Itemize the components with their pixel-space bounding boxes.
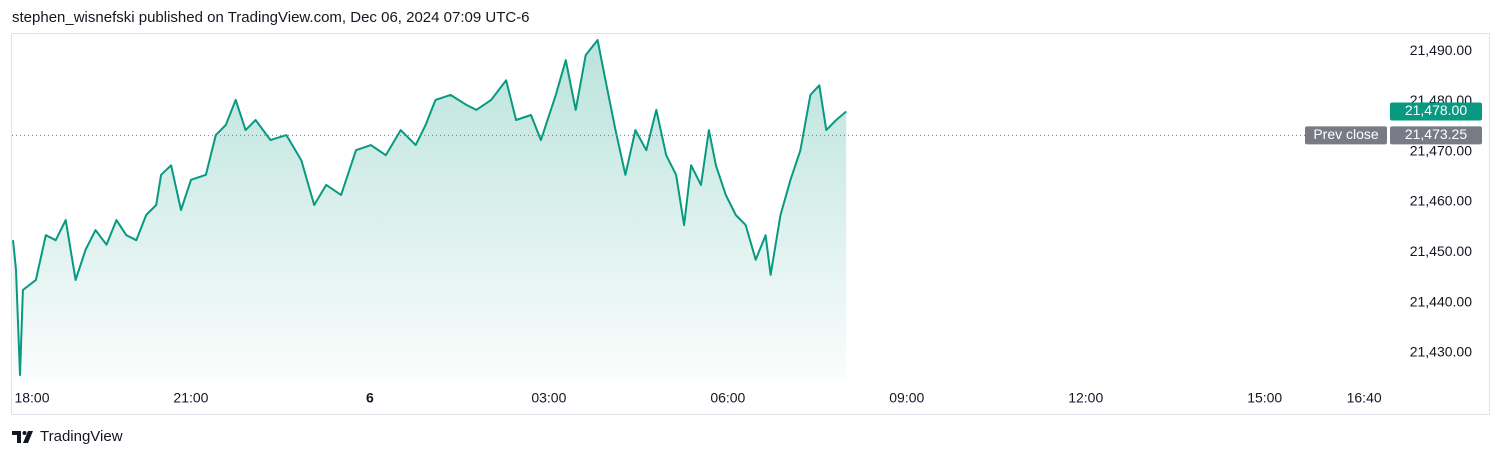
x-tick-label: 16:40 <box>1347 390 1382 406</box>
prev-close-label: 21,473.25 <box>1405 126 1467 142</box>
area-fill <box>13 40 847 380</box>
brand-logo <box>12 431 33 443</box>
x-tick-label: 12:00 <box>1068 390 1103 406</box>
x-tick-label: 6 <box>366 390 374 406</box>
x-tick-label: 18:00 <box>14 390 49 406</box>
last-price-box <box>1390 102 1482 121</box>
y-tick-label: 21,430.00 <box>1410 344 1472 360</box>
brand-name: TradingView <box>40 428 123 445</box>
prev-close-name: Prev close <box>1313 126 1379 142</box>
x-tick-label: 03:00 <box>531 390 566 406</box>
prev-close-name-box <box>1305 126 1387 145</box>
y-tick-label: 21,490.00 <box>1410 42 1472 58</box>
y-tick-label: 21,450.00 <box>1410 243 1472 259</box>
x-tick-label: 09:00 <box>889 390 924 406</box>
x-tick-label: 21:00 <box>173 390 208 406</box>
price-line <box>12 39 847 376</box>
y-tick-label: 21,460.00 <box>1410 193 1472 209</box>
x-tick-label: 06:00 <box>710 390 745 406</box>
prev-close-box <box>1390 126 1482 145</box>
y-tick-label: 21,440.00 <box>1410 293 1472 309</box>
y-tick-label: 21,470.00 <box>1410 142 1472 158</box>
header: stephen_wisnefski published on TradingVi… <box>12 9 530 26</box>
chart-frame <box>11 33 1490 415</box>
last-price-label: 21,478.00 <box>1405 102 1467 118</box>
x-tick-label: 15:00 <box>1247 390 1282 406</box>
